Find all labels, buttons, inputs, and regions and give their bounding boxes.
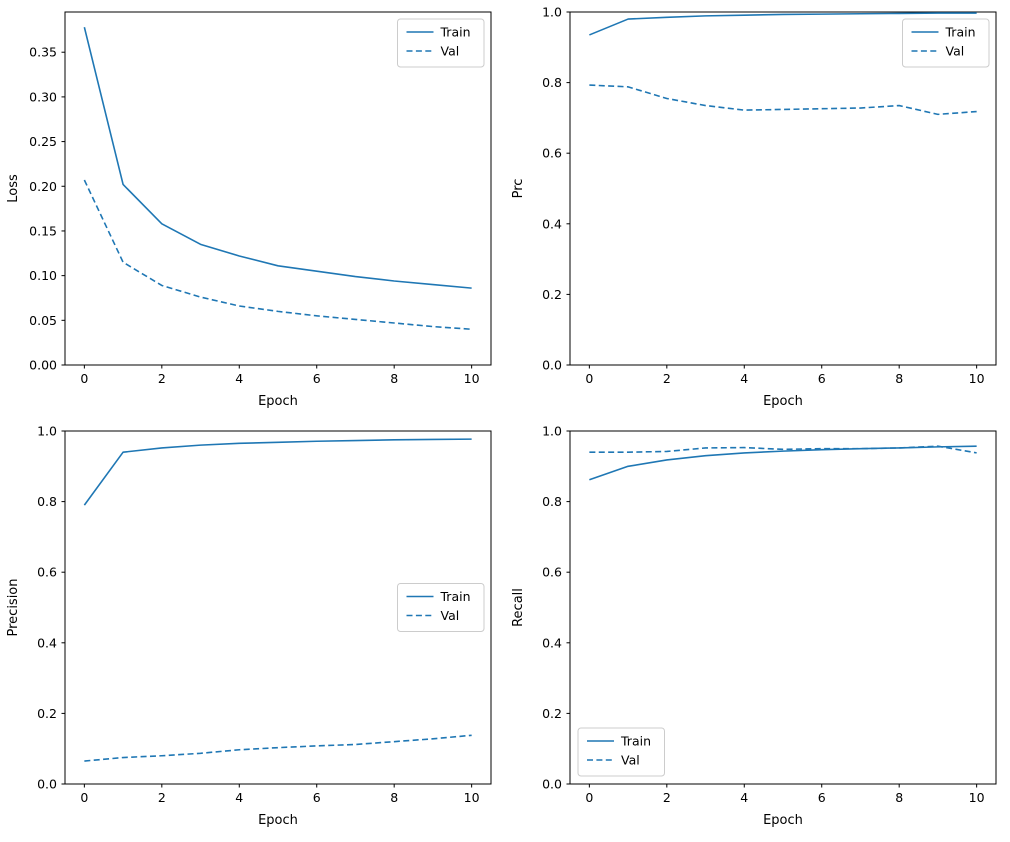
y-tick-label: 0.4 xyxy=(542,635,562,650)
subplot-loss: 0 2 4 6 8 10 0.00 0.05 0.10 0.15 0.20 0.25 0.30 0.35 E… xyxy=(0,0,505,419)
legend-label-train: Train xyxy=(620,734,651,749)
y-axis-label-prc: Prc xyxy=(511,179,526,199)
chart-precision: 0 2 4 6 8 10 0.0 0.2 0.4 0.6 0.8 1.0 Epoch Precision T… xyxy=(6,424,492,828)
y-tick-label: 0.4 xyxy=(37,635,57,650)
y-tick-label: 0.10 xyxy=(29,268,57,283)
y-tick-label: 0.35 xyxy=(29,45,57,60)
y-tick-label: 1.0 xyxy=(542,5,562,20)
plot-area-loss xyxy=(64,11,492,366)
x-axis-label-loss: Epoch xyxy=(258,394,298,409)
x-tick-label: 6 xyxy=(313,790,321,805)
y-axis-label-recall: Recall xyxy=(511,588,526,627)
x-tick-label: 2 xyxy=(663,371,671,386)
legend-label-val: Val xyxy=(441,44,460,59)
chart-loss: 0 2 4 6 8 10 0.00 0.05 0.10 0.15 0.20 0.25 0.30 0.35 E… xyxy=(6,11,492,409)
x-axis-label-precision: Epoch xyxy=(258,813,298,828)
x-tick-label: 0 xyxy=(585,371,593,386)
x-tick-label: 2 xyxy=(158,790,166,805)
legend-label-val: Val xyxy=(946,44,965,59)
plot-area-prc xyxy=(569,11,997,366)
y-tick-label: 0.0 xyxy=(37,777,57,792)
precision-val-line xyxy=(84,734,472,762)
legend-box-prc xyxy=(902,18,990,68)
precision-train-line xyxy=(83,438,472,506)
y-tick-label: 0.30 xyxy=(29,89,57,104)
x-tick-label: 2 xyxy=(158,371,166,386)
y-tick-label: 0.05 xyxy=(29,313,57,328)
y-tick-label: 0.6 xyxy=(542,565,562,580)
y-tick-label: 0.15 xyxy=(29,223,57,238)
y-tick-label: 0.6 xyxy=(37,565,57,580)
x-tick-label: 8 xyxy=(895,790,903,805)
y-tick-label: 0.8 xyxy=(542,494,562,509)
y-tick-label: 0.00 xyxy=(29,358,57,373)
x-tick-label: 10 xyxy=(969,371,985,386)
x-tick-label: 6 xyxy=(818,790,826,805)
y-axis-label-loss: Loss xyxy=(6,174,21,203)
y-tick-label: 0.2 xyxy=(37,706,57,721)
y-axis-label-precision: Precision xyxy=(6,578,21,636)
loss-val-line xyxy=(83,179,472,331)
y-tick-label: 0.2 xyxy=(542,706,562,721)
chart-recall: 0 2 4 6 8 10 0.0 0.2 0.4 0.6 0.8 1.0 Epoch Recall Trai… xyxy=(511,424,997,828)
legend-box-recall xyxy=(577,727,665,777)
x-tick-label: 6 xyxy=(818,371,826,386)
subplot-precision: 0 2 4 6 8 10 0.0 0.2 0.4 0.6 0.8 1.0 Epoch Precision T… xyxy=(0,419,505,838)
x-tick-label: 2 xyxy=(663,790,671,805)
legend-label-train: Train xyxy=(440,25,471,40)
x-tick-label: 10 xyxy=(969,790,985,805)
x-tick-label: 10 xyxy=(464,790,480,805)
legend-box-precision xyxy=(397,583,485,632)
x-tick-label: 4 xyxy=(740,790,748,805)
x-axis-label-recall: Epoch xyxy=(763,813,803,828)
y-tick-label: 0.8 xyxy=(542,75,562,90)
x-tick-label: 4 xyxy=(235,790,243,805)
y-tick-label: 0.6 xyxy=(542,146,562,161)
y-tick-label: 1.0 xyxy=(542,424,562,439)
y-tick-label: 0.20 xyxy=(29,179,57,194)
x-tick-label: 8 xyxy=(390,790,398,805)
legend-label-train: Train xyxy=(945,25,976,40)
x-tick-label: 4 xyxy=(740,371,748,386)
recall-val-line xyxy=(589,445,977,454)
subplot-recall: 0 2 4 6 8 10 0.0 0.2 0.4 0.6 0.8 1.0 Epoch Recall Trai… xyxy=(505,419,1010,838)
x-tick-label: 0 xyxy=(80,371,88,386)
legend-label-val: Val xyxy=(441,608,460,623)
x-tick-label: 8 xyxy=(895,371,903,386)
y-tick-label: 0.8 xyxy=(37,494,57,509)
y-tick-label: 0.2 xyxy=(542,287,562,302)
plot-area-recall xyxy=(569,430,997,785)
x-tick-label: 6 xyxy=(313,371,321,386)
legend-label-train: Train xyxy=(440,589,471,604)
legend-box-loss xyxy=(397,18,485,68)
x-tick-label: 8 xyxy=(390,371,398,386)
x-tick-label: 10 xyxy=(464,371,480,386)
legend-label-val: Val xyxy=(621,753,640,768)
x-tick-label: 0 xyxy=(80,790,88,805)
x-axis-label-prc: Epoch xyxy=(763,394,803,409)
x-tick-label: 0 xyxy=(585,790,593,805)
y-tick-label: 0.0 xyxy=(542,777,562,792)
y-tick-label: 1.0 xyxy=(37,424,57,439)
y-tick-label: 0.4 xyxy=(542,216,562,231)
prc-train-line xyxy=(589,12,977,36)
chart-prc: 0 2 4 6 8 10 0.0 0.2 0.4 0.6 0.8 1.0 Epoch Prc Train Va… xyxy=(511,5,997,409)
subplot-prc: 0 2 4 6 8 10 0.0 0.2 0.4 0.6 0.8 1.0 Epoch Prc Train Va… xyxy=(505,0,1010,419)
loss-train-line xyxy=(83,26,472,289)
y-tick-label: 0.0 xyxy=(542,358,562,373)
y-tick-label: 0.25 xyxy=(29,134,57,149)
x-tick-label: 4 xyxy=(235,371,243,386)
